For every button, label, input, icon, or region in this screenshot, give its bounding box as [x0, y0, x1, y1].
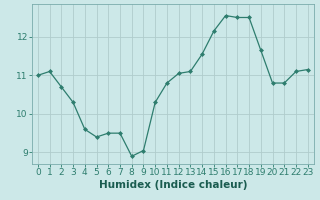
X-axis label: Humidex (Indice chaleur): Humidex (Indice chaleur) [99, 180, 247, 190]
